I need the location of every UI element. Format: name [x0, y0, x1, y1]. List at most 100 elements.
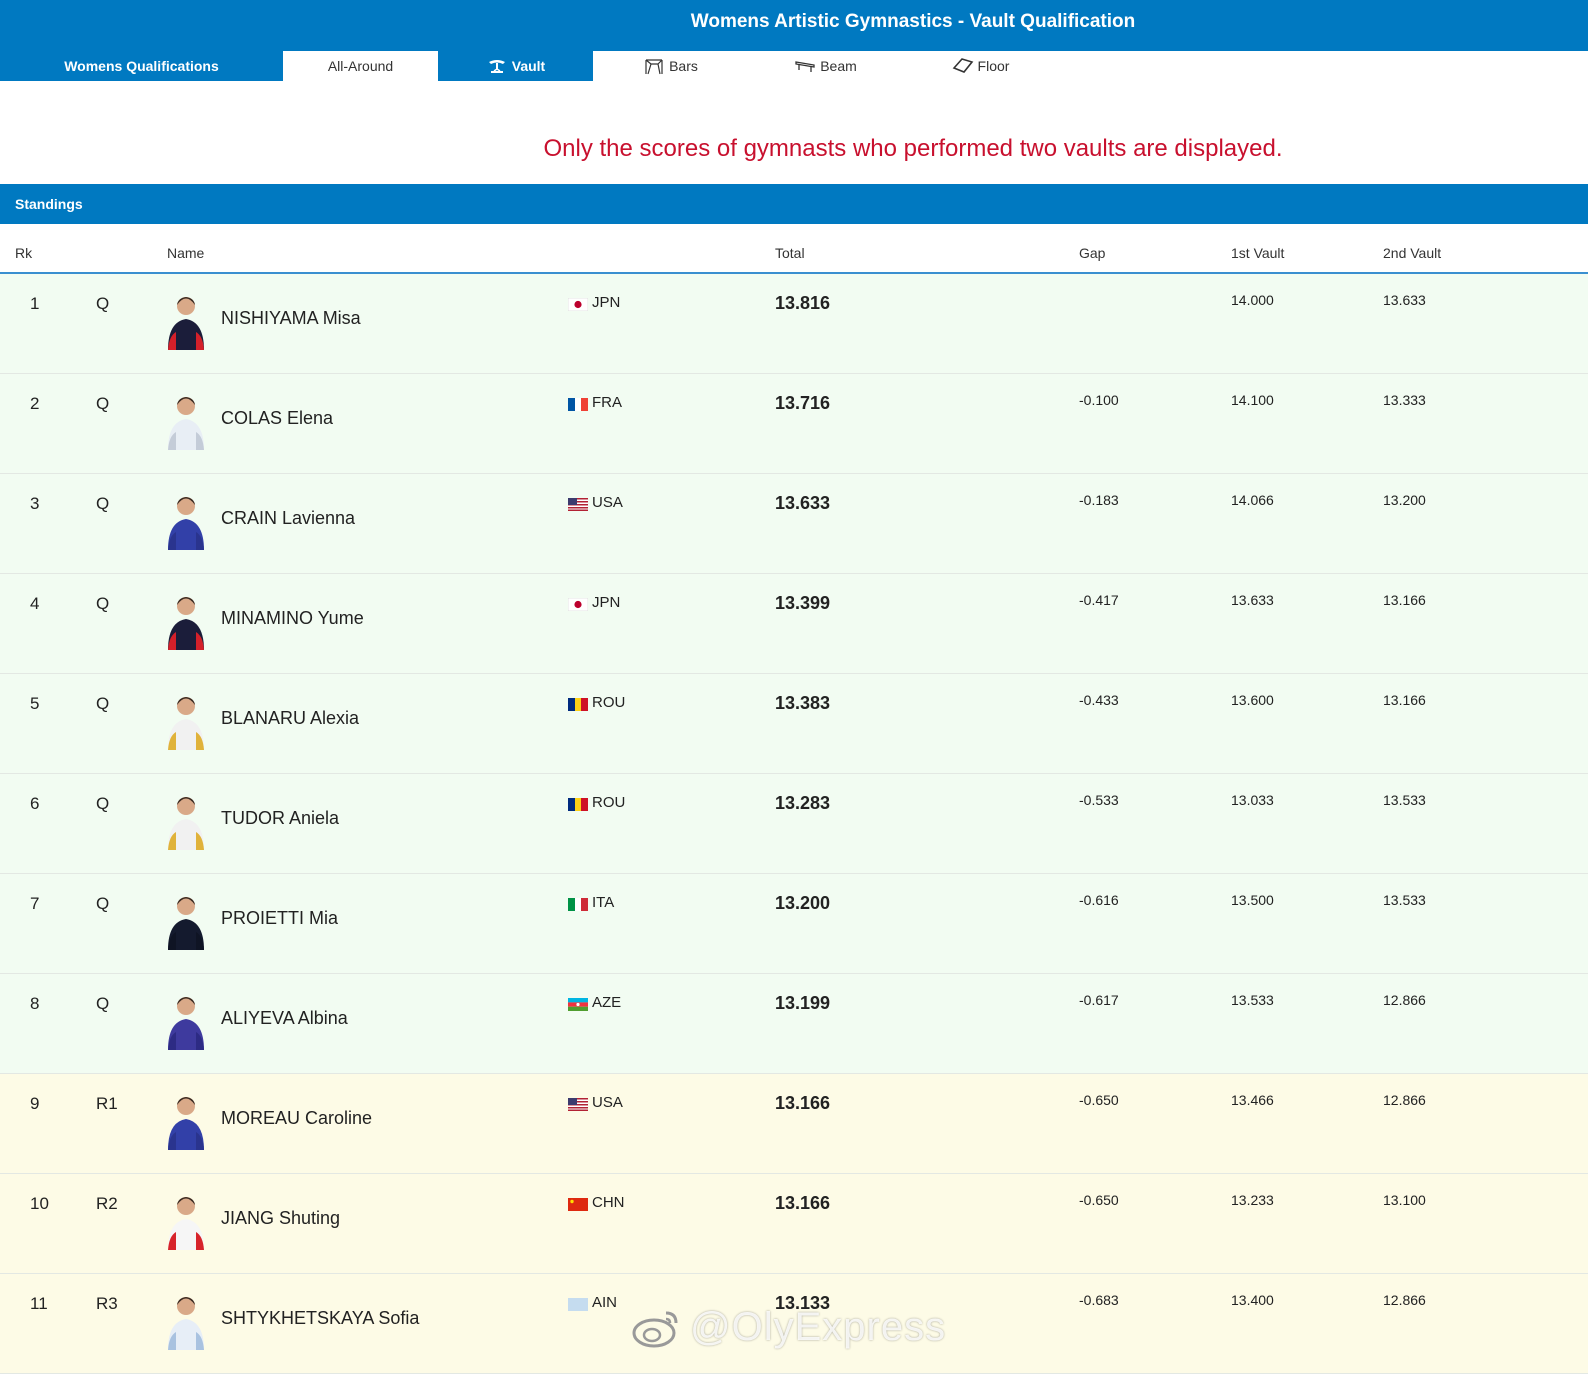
first-vault-score: 14.100 [1231, 392, 1274, 408]
country-code: CHN [592, 1194, 625, 1211]
tab-beam[interactable]: Beam [748, 51, 903, 81]
table-row[interactable]: 5 Q BLANARU Alexia ROU 13.383 -0.433 13.600 13.… [0, 674, 1588, 774]
table-row[interactable]: 9 R1 MOREAU Caroline USA 13.166 -0.650 13.466 1… [0, 1074, 1588, 1174]
watermark-text: @OlyExpress [690, 1305, 947, 1349]
country-code: ROU [592, 794, 626, 811]
rank: 11 [30, 1294, 48, 1313]
country-flag-icon [567, 297, 589, 312]
top-header: Womens Artistic Gymnastics - Vault Quali… [0, 0, 1588, 81]
athlete-name[interactable]: ALIYEVA Albina [221, 1008, 348, 1028]
table-row[interactable]: 3 Q CRAIN Lavienna USA 13.633 -0.183 14.066 13.… [0, 474, 1588, 574]
col-gap[interactable]: Gap [1079, 245, 1106, 261]
athlete-name[interactable]: CRAIN Lavienna [221, 508, 356, 528]
first-vault-score: 13.033 [1231, 792, 1274, 808]
qualification-status: Q [96, 294, 110, 313]
rank: 6 [30, 794, 40, 813]
table-row[interactable]: 11 R3 SHTYKHETSKAYA Sofia AIN 13.133 -0.683 13… [0, 1274, 1588, 1374]
gap-score: -0.683 [1079, 1292, 1119, 1308]
country-flag-icon [568, 1198, 588, 1211]
col-name[interactable]: Name [167, 245, 205, 261]
country-flag-icon [568, 898, 588, 911]
table-row[interactable]: 4 Q MINAMINO Yume JPN 13.399 -0.417 13.633 13.1… [0, 574, 1588, 674]
total-score: 13.383 [775, 693, 831, 713]
total-score: 13.716 [775, 393, 831, 413]
second-vault-score: 13.166 [1383, 692, 1426, 708]
table-row[interactable]: 6 Q TUDOR Aniela ROU 13.283 -0.533 13.033 13.53… [0, 774, 1588, 874]
first-vault-score: 13.400 [1231, 1292, 1274, 1308]
table-header: Rk Name Total Gap 1st Vault 2nd Vault [0, 224, 1588, 274]
athlete-photo [166, 1192, 206, 1250]
second-vault-score: 13.200 [1383, 492, 1426, 508]
tab-label: Womens Qualifications [64, 58, 219, 74]
tab-vault[interactable]: Vault [438, 51, 593, 81]
col-total[interactable]: Total [775, 245, 805, 261]
second-vault-score: 12.866 [1383, 992, 1426, 1008]
qualification-status: R2 [96, 1194, 118, 1213]
col-2nd-vault[interactable]: 2nd Vault [1383, 245, 1442, 261]
table-row[interactable]: 2 Q COLAS Elena FRA 13.716 -0.100 14.100 13.333 [0, 374, 1588, 474]
total-score: 13.633 [775, 493, 831, 513]
first-vault-score: 13.233 [1231, 1192, 1274, 1208]
gap-score: -0.100 [1079, 392, 1119, 408]
country-code: USA [592, 494, 623, 511]
country-flag-icon [568, 798, 588, 811]
tab-floor[interactable]: Floor [903, 51, 1058, 81]
athlete-photo [166, 1092, 206, 1150]
gap-score: -0.533 [1079, 792, 1119, 808]
event-tabs: Womens Qualifications All-Around Vault B… [0, 51, 1588, 81]
table-row[interactable]: 10 R2 JIANG Shuting CHN 13.166 -0.650 13.233 13… [0, 1174, 1588, 1274]
col-1st-vault[interactable]: 1st Vault [1231, 245, 1285, 261]
second-vault-score: 13.333 [1383, 392, 1426, 408]
qualification-status: Q [96, 794, 110, 813]
rank: 4 [30, 594, 40, 613]
col-rk[interactable]: Rk [15, 245, 33, 261]
athlete-name[interactable]: COLAS Elena [221, 408, 334, 428]
athlete-name[interactable]: SHTYKHETSKAYA Sofia [221, 1308, 420, 1328]
first-vault-score: 13.600 [1231, 692, 1274, 708]
athlete-name[interactable]: BLANARU Alexia [221, 708, 360, 728]
athlete-name[interactable]: JIANG Shuting [221, 1208, 341, 1228]
qualification-status: Q [96, 894, 110, 913]
second-vault-score: 12.866 [1383, 1292, 1426, 1308]
total-score: 13.200 [775, 893, 831, 913]
athlete-name[interactable]: TUDOR Aniela [221, 808, 340, 828]
standings-header: Standings [0, 184, 1588, 224]
first-vault-score: 13.633 [1231, 592, 1274, 608]
country-flag-icon [568, 398, 588, 411]
floor-icon [952, 58, 973, 73]
country-flag-icon [567, 597, 589, 612]
weibo-logo-icon [632, 1311, 678, 1347]
rank: 9 [30, 1094, 40, 1113]
athlete-name[interactable]: PROIETTI Mia [221, 908, 339, 928]
athlete-name[interactable]: NISHIYAMA Misa [221, 308, 361, 328]
total-score: 13.283 [775, 793, 831, 813]
tab-all-around[interactable]: All-Around [283, 51, 438, 81]
country-code: JPN [592, 594, 621, 611]
qualification-status: R3 [96, 1294, 118, 1313]
tab-bars[interactable]: Bars [593, 51, 748, 81]
tab-label: All-Around [327, 58, 394, 74]
second-vault-score: 13.166 [1383, 592, 1426, 608]
tab-womens-qualifications[interactable]: Womens Qualifications [0, 51, 283, 81]
first-vault-score: 14.000 [1231, 292, 1274, 308]
athlete-photo [166, 1292, 206, 1350]
rank: 7 [30, 894, 40, 913]
tab-label: Beam [820, 58, 857, 74]
rank: 1 [30, 294, 40, 313]
page-title: Womens Artistic Gymnastics - Vault Quali… [690, 11, 1136, 32]
athlete-photo [166, 692, 206, 750]
qualification-status: Q [96, 994, 110, 1013]
country-code: AZE [592, 994, 622, 1011]
table-row[interactable]: 1 Q NISHIYAMA Misa JPN 13.816 14.000 13.633 [0, 274, 1588, 374]
athlete-name[interactable]: MOREAU Caroline [221, 1108, 373, 1128]
table-row[interactable]: 7 Q PROIETTI Mia ITA 13.200 -0.616 13.500 13.53… [0, 874, 1588, 974]
athlete-name[interactable]: MINAMINO Yume [221, 608, 364, 628]
qualification-status: Q [96, 594, 110, 613]
qualification-status: Q [96, 394, 110, 413]
athlete-photo [166, 992, 206, 1050]
first-vault-score: 13.466 [1231, 1092, 1274, 1108]
total-score: 13.133 [775, 1293, 831, 1313]
country-flag-icon [568, 498, 588, 511]
table-row[interactable]: 8 Q ALIYEVA Albina AZE 13.199 -0.617 13.533 12.… [0, 974, 1588, 1074]
rank: 10 [30, 1194, 49, 1213]
